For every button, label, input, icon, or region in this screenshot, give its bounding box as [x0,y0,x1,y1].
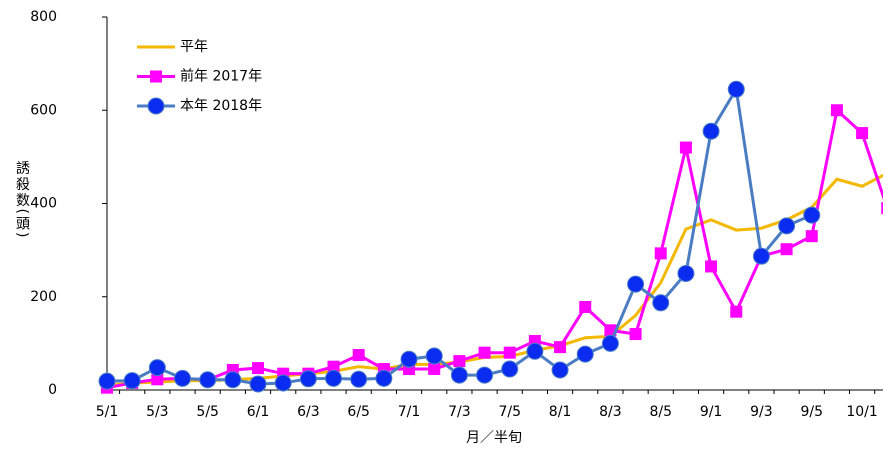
legend-label: 前年 2017年 [180,68,262,85]
marker [601,334,619,352]
marker [98,372,116,390]
marker [702,122,720,140]
marker [579,301,592,314]
marker [856,127,869,140]
marker [629,328,642,341]
marker [554,341,567,354]
marker [730,305,743,318]
marker [375,369,393,387]
marker [780,243,793,256]
marker [830,104,843,117]
marker [453,355,466,368]
marker [400,350,418,368]
x-tick-label: 7/5 [498,404,521,420]
x-tick-label: 5/1 [96,404,119,420]
marker [428,363,441,376]
x-axis-title: 月／半旬 [466,430,522,446]
x-tick-label: 8/1 [549,404,572,420]
marker [679,141,692,154]
x-tick-label: 9/5 [800,404,823,420]
marker [147,97,165,115]
marker [803,206,821,224]
y-tick-label: 800 [30,9,57,25]
marker [652,294,670,312]
x-tick-label: 10/1 [846,404,877,420]
marker [654,247,667,260]
x-tick-label: 9/1 [700,404,723,420]
marker [299,370,317,388]
x-tick-label: 7/3 [448,404,471,420]
marker [325,369,343,387]
legend-label: 本年 2018年 [180,98,262,114]
marker [501,360,519,378]
marker [705,260,718,273]
x-tick-label: 8/5 [649,404,672,420]
marker [327,360,340,373]
marker [123,372,141,390]
y-tick-label: 400 [30,196,57,212]
y-axis-title: 誘殺数(頭) [14,161,30,240]
x-tick-label: 5/3 [146,404,169,420]
x-tick-label: 5/5 [196,404,219,420]
marker [199,371,217,389]
marker [677,264,695,282]
marker [350,370,368,388]
marker [627,275,645,293]
x-tick-label: 8/3 [599,404,622,420]
x-tick-label: 6/5 [347,404,370,420]
marker [352,349,365,362]
marker [778,217,796,235]
marker [274,374,292,392]
marker [148,359,166,377]
marker [150,70,162,83]
marker [425,347,443,365]
x-tick-label: 6/1 [247,404,270,420]
legend-label: 平年 [180,39,208,55]
marker [249,375,267,393]
marker [252,362,265,375]
marker [478,346,491,359]
marker [551,361,569,379]
x-tick-label: 6/3 [297,404,320,420]
marker [526,342,544,360]
marker [727,80,745,98]
y-tick-label: 600 [30,102,57,118]
marker [503,346,516,359]
marker [450,366,468,384]
marker [174,369,192,387]
marker [805,230,818,243]
marker [476,366,494,384]
marker [752,247,770,265]
marker [881,202,883,215]
y-tick-label: 0 [48,382,57,398]
y-tick-label: 200 [30,289,57,305]
x-tick-label: 9/3 [750,404,773,420]
x-tick-label: 7/1 [398,404,421,420]
marker [151,373,164,386]
marker [224,371,242,389]
marker [576,345,594,363]
